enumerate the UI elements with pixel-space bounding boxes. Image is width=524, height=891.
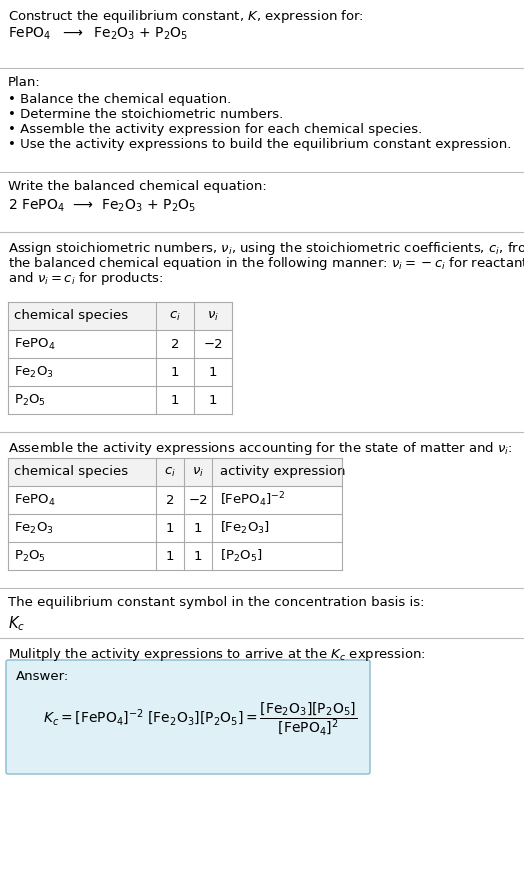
- Text: $c_i$: $c_i$: [169, 309, 181, 323]
- Text: Fe$_2$O$_3$: Fe$_2$O$_3$: [14, 364, 54, 380]
- Text: [P$_2$O$_5$]: [P$_2$O$_5$]: [220, 548, 263, 564]
- Bar: [8, 514, 342, 542]
- Text: 1: 1: [209, 365, 217, 379]
- Text: 1: 1: [209, 394, 217, 406]
- Text: $K_c = [\mathrm{FePO_4}]^{-2}\ [\mathrm{Fe_2O_3}][\mathrm{P_2O_5}] = \dfrac{[\ma: $K_c = [\mathrm{FePO_4}]^{-2}\ [\mathrm{…: [43, 700, 357, 737]
- Text: −2: −2: [188, 494, 208, 506]
- Text: [Fe$_2$O$_3$]: [Fe$_2$O$_3$]: [220, 520, 270, 536]
- Text: Plan:: Plan:: [8, 76, 41, 89]
- Text: • Balance the chemical equation.: • Balance the chemical equation.: [8, 93, 231, 106]
- Text: Assemble the activity expressions accounting for the state of matter and $\nu_i$: Assemble the activity expressions accoun…: [8, 440, 512, 457]
- Text: Construct the equilibrium constant, $K$, expression for:: Construct the equilibrium constant, $K$,…: [8, 8, 364, 25]
- Text: Mulitply the activity expressions to arrive at the $K_c$ expression:: Mulitply the activity expressions to arr…: [8, 646, 426, 663]
- Text: 1: 1: [171, 365, 179, 379]
- Text: $c_i$: $c_i$: [164, 465, 176, 478]
- Text: and $\nu_i = c_i$ for products:: and $\nu_i = c_i$ for products:: [8, 270, 163, 287]
- Bar: [8, 386, 232, 414]
- Text: • Assemble the activity expression for each chemical species.: • Assemble the activity expression for e…: [8, 123, 422, 136]
- Text: Fe$_2$O$_3$: Fe$_2$O$_3$: [14, 520, 54, 535]
- Text: • Determine the stoichiometric numbers.: • Determine the stoichiometric numbers.: [8, 108, 283, 121]
- Text: chemical species: chemical species: [14, 309, 128, 323]
- Text: [FePO$_4$]$^{-2}$: [FePO$_4$]$^{-2}$: [220, 491, 286, 510]
- Text: FePO$_4$: FePO$_4$: [14, 493, 56, 508]
- Text: 1: 1: [171, 394, 179, 406]
- Text: P$_2$O$_5$: P$_2$O$_5$: [14, 392, 46, 407]
- Text: FePO$_4$: FePO$_4$: [14, 337, 56, 352]
- Text: Assign stoichiometric numbers, $\nu_i$, using the stoichiometric coefficients, $: Assign stoichiometric numbers, $\nu_i$, …: [8, 240, 524, 257]
- Text: • Use the activity expressions to build the equilibrium constant expression.: • Use the activity expressions to build …: [8, 138, 511, 151]
- Text: 2: 2: [166, 494, 174, 506]
- Text: chemical species: chemical species: [14, 465, 128, 478]
- Text: The equilibrium constant symbol in the concentration basis is:: The equilibrium constant symbol in the c…: [8, 596, 424, 609]
- Bar: [8, 542, 342, 570]
- Text: 2: 2: [171, 338, 179, 350]
- Text: activity expression: activity expression: [220, 465, 345, 478]
- Bar: [8, 330, 232, 358]
- Text: the balanced chemical equation in the following manner: $\nu_i = -c_i$ for react: the balanced chemical equation in the fo…: [8, 255, 524, 272]
- Bar: [8, 486, 342, 514]
- Text: $\nu_i$: $\nu_i$: [192, 465, 204, 478]
- Bar: [8, 302, 232, 330]
- Text: $K_c$: $K_c$: [8, 614, 25, 633]
- Text: Write the balanced chemical equation:: Write the balanced chemical equation:: [8, 180, 267, 193]
- Text: −2: −2: [203, 338, 223, 350]
- Text: 1: 1: [194, 521, 202, 535]
- Text: 1: 1: [166, 521, 174, 535]
- Text: P$_2$O$_5$: P$_2$O$_5$: [14, 549, 46, 563]
- Text: Answer:: Answer:: [16, 670, 69, 683]
- Text: 1: 1: [194, 550, 202, 562]
- Text: 2 FePO$_4$  ⟶  Fe$_2$O$_3$ + P$_2$O$_5$: 2 FePO$_4$ ⟶ Fe$_2$O$_3$ + P$_2$O$_5$: [8, 198, 196, 215]
- Bar: [8, 458, 342, 486]
- Text: 1: 1: [166, 550, 174, 562]
- Bar: [8, 358, 232, 386]
- Text: $\nu_i$: $\nu_i$: [207, 309, 219, 323]
- FancyBboxPatch shape: [6, 660, 370, 774]
- Text: FePO$_4$  $\longrightarrow$  Fe$_2$O$_3$ + P$_2$O$_5$: FePO$_4$ $\longrightarrow$ Fe$_2$O$_3$ +…: [8, 26, 188, 43]
